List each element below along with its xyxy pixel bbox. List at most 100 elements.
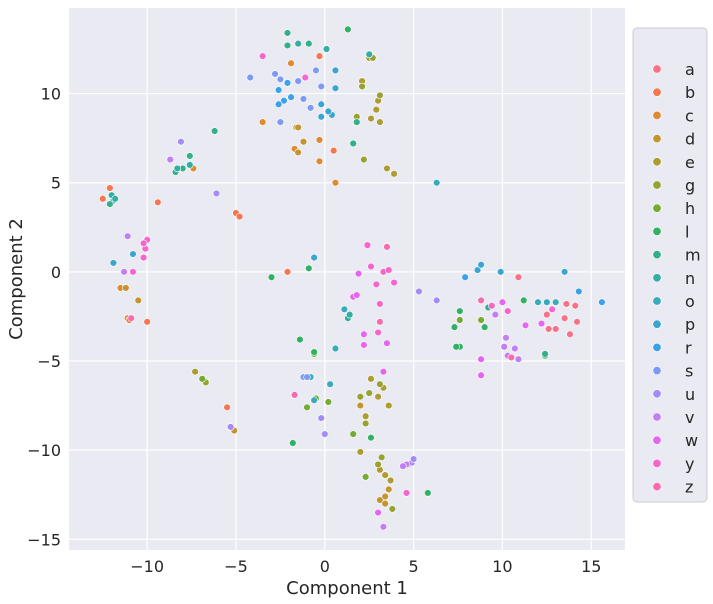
data-point-m (210, 127, 219, 135)
data-point-e (367, 375, 375, 383)
data-point-g (388, 505, 396, 513)
data-point-p (331, 84, 340, 92)
data-point-v (511, 344, 519, 353)
y-axis-title: Component 2 (6, 218, 27, 340)
data-point-r (598, 298, 606, 306)
data-point-n (345, 310, 354, 319)
legend-frame (632, 27, 708, 503)
data-point-c (331, 179, 340, 187)
data-point-c (315, 136, 324, 144)
data-point-r (287, 93, 295, 101)
data-point-g (376, 91, 384, 100)
data-point-b (283, 268, 292, 276)
data-point-l (367, 433, 375, 442)
data-point-v (120, 268, 128, 276)
data-point-a (514, 273, 523, 281)
data-point-u (226, 423, 235, 431)
data-point-e (374, 392, 382, 401)
data-point-w (383, 339, 391, 347)
data-point-r (283, 79, 292, 87)
data-point-y (363, 241, 372, 249)
data-point-d (385, 485, 393, 494)
data-point-d (381, 499, 389, 508)
data-point-b (235, 212, 244, 221)
plot-background (69, 8, 625, 550)
x-tick-label: −5 (224, 557, 248, 576)
data-point-p (477, 261, 485, 269)
data-point-a (543, 310, 551, 319)
data-point-s (271, 70, 279, 78)
y-tick-label: −10 (27, 441, 61, 460)
data-point-r (274, 100, 283, 108)
y-tick-label: −5 (37, 352, 61, 371)
data-point-w (374, 508, 382, 517)
data-point-m (283, 29, 292, 37)
data-point-g (374, 460, 382, 469)
data-point-y (367, 262, 375, 271)
data-point-g (358, 82, 366, 91)
data-point-y (129, 268, 137, 276)
data-point-z (127, 314, 135, 322)
legend-marker-v (652, 412, 662, 422)
legend-label-d: d (685, 130, 695, 149)
data-point-y (258, 52, 267, 60)
data-point-u (177, 138, 185, 146)
y-tick-label: 10 (41, 85, 61, 104)
data-point-m (186, 152, 194, 160)
legend-marker-r (652, 342, 662, 352)
data-point-u (321, 430, 329, 438)
data-point-v (379, 523, 388, 531)
y-tick-label: −15 (27, 530, 61, 549)
data-point-o (433, 179, 441, 187)
x-tick-label: 10 (492, 557, 512, 576)
data-point-e (372, 105, 381, 114)
data-point-w (477, 355, 485, 363)
data-point-d (134, 296, 142, 305)
x-tick-label: 5 (409, 557, 419, 576)
data-point-w (360, 330, 368, 338)
data-point-u (212, 189, 221, 198)
legend-marker-b (652, 87, 662, 97)
data-point-s (317, 82, 325, 91)
legend-marker-h (652, 203, 662, 213)
data-point-b (106, 184, 114, 192)
data-point-d (376, 496, 384, 504)
data-point-c (315, 157, 324, 166)
legend-marker-g (652, 180, 662, 190)
data-point-h (303, 403, 311, 412)
data-point-l (344, 25, 352, 34)
data-point-a (573, 318, 581, 326)
data-point-e (381, 471, 389, 479)
data-point-p (109, 259, 118, 267)
data-point-h (456, 316, 464, 324)
data-point-l (305, 264, 313, 273)
data-point-y (390, 278, 398, 287)
data-point-e (390, 170, 398, 178)
data-point-z (477, 296, 485, 305)
data-point-l (424, 489, 432, 497)
data-point-z (507, 353, 516, 362)
data-point-w (477, 371, 485, 379)
legend-marker-z (652, 482, 662, 492)
data-point-m (349, 139, 357, 148)
data-point-p (331, 66, 340, 75)
data-point-b (223, 403, 231, 412)
data-point-n (322, 45, 331, 53)
data-point-e (385, 401, 393, 410)
legend-marker-y (652, 458, 662, 468)
legend-label-u: u (685, 385, 695, 404)
data-point-e (376, 118, 384, 126)
data-point-u (433, 296, 441, 305)
y-tick-label: 0 (51, 263, 61, 282)
data-point-o (534, 298, 542, 306)
data-point-w (498, 298, 507, 306)
legend-label-z: z (685, 478, 693, 497)
data-point-y (372, 280, 381, 289)
legend-label-c: c (685, 106, 694, 125)
legend-label-g: g (685, 176, 695, 195)
data-point-v (500, 343, 508, 351)
data-point-e (383, 164, 391, 173)
legend-label-p: p (685, 315, 695, 334)
